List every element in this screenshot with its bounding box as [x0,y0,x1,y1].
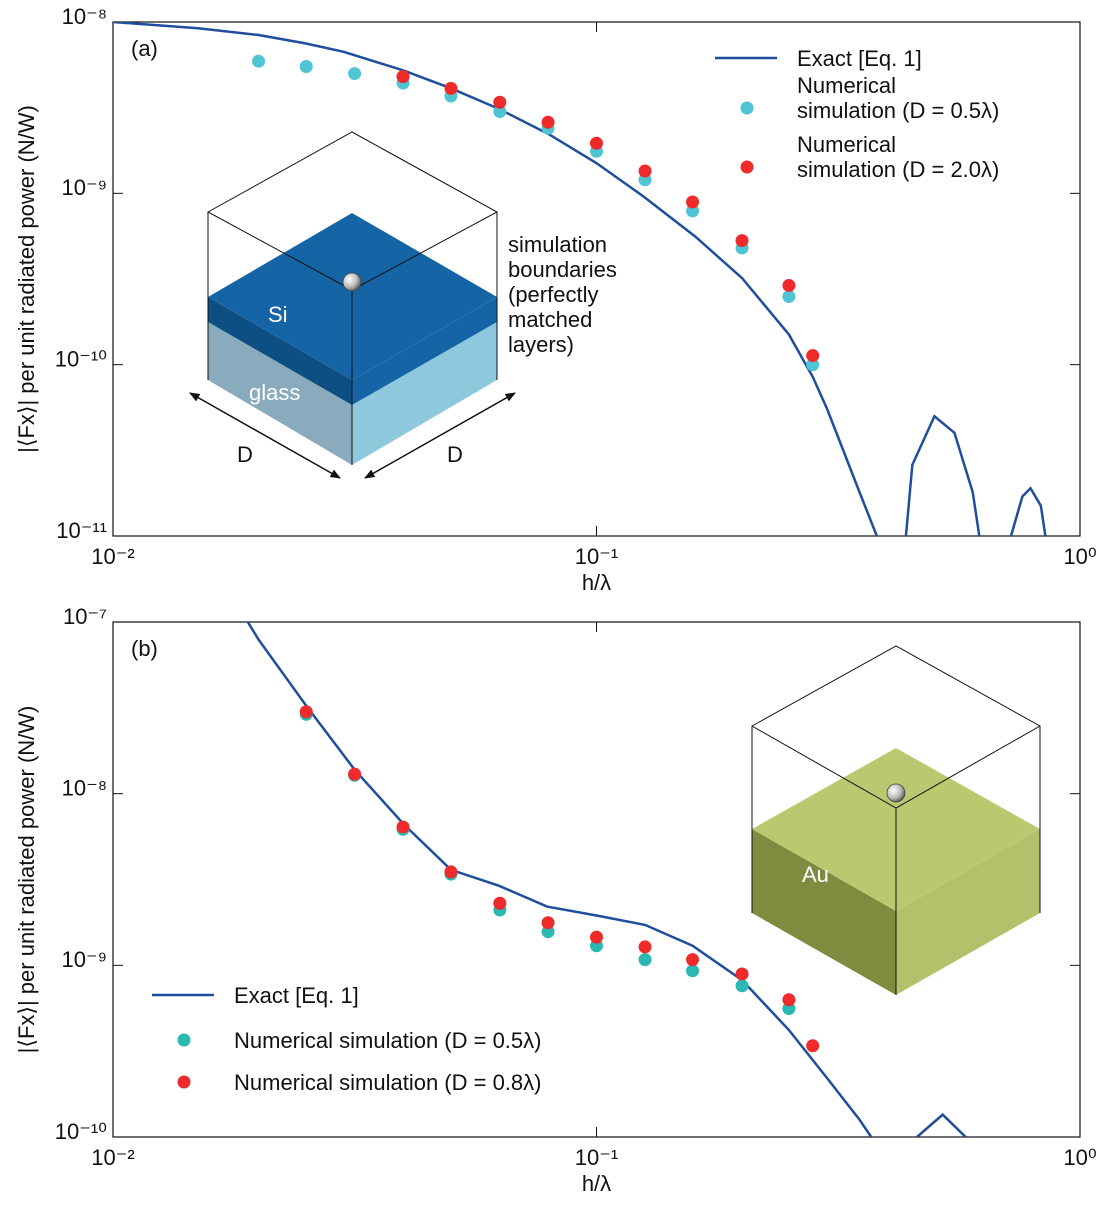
si-right [352,297,497,405]
x-tick-label: 10⁻² [91,544,134,569]
legend-swatch [177,1033,191,1047]
sim-point [396,70,410,84]
si-left [208,297,352,405]
sim-point [348,767,362,781]
sim-point [735,967,749,981]
sim-point [444,865,458,879]
exact-curve [113,22,1047,536]
sim-point [493,105,507,119]
y-tick-label: 10⁻¹¹ [56,518,107,543]
panel-label: (a) [131,36,158,61]
sim-point [735,979,749,993]
x-axis-label: h/λ [582,1171,611,1196]
y-tick-label: 10⁻⁸ [62,4,107,29]
sim-point [493,896,507,910]
legend-label: Exact [Eq. 1] [797,45,922,71]
y-tick-label: 10⁻⁹ [61,175,107,200]
x-tick-label: 10⁻¹ [575,1145,618,1170]
au-left [752,829,896,995]
sim-point [638,164,652,178]
sim-point [299,59,313,73]
sim-point [348,67,362,81]
wireframe [750,645,1042,995]
x-tick-label: 10⁻¹ [575,544,618,569]
sim-point [686,964,700,978]
arrow [364,392,516,479]
arrow [189,392,341,479]
y-axis-label: |⟨Fx⟩| per unit radiated power (N/W) [14,706,39,1054]
x-tick-label: 10⁻² [91,1145,134,1170]
annotation: glass [249,380,301,405]
y-tick-label: 10⁻¹⁰ [55,1119,107,1144]
sim-point [493,95,507,109]
inset-a [189,131,516,479]
particle [342,272,362,292]
annotation: D [447,442,463,467]
y-tick-label: 10⁻¹⁰ [55,346,107,371]
sim-point [686,195,700,209]
sim-point [252,54,266,68]
sim-point [638,953,652,967]
sim-point [541,115,555,129]
sim-point [782,278,796,292]
sim-point [299,705,313,719]
x-tick-label: 10⁰ [1063,1145,1096,1170]
y-axis-label: |⟨Fx⟩| per unit radiated power (N/W) [14,105,39,453]
particle [886,783,906,803]
sim-point [590,136,603,150]
legend-swatch [177,1075,191,1089]
sim-point [541,925,555,939]
legend-swatch [740,101,754,115]
sim-point [686,953,700,967]
sim-point [735,234,749,248]
y-tick-label: 10⁻⁸ [62,775,107,800]
sim-point [782,993,796,1007]
legend-label: Numerical simulation (D = 0.5λ) [234,1027,542,1053]
y-tick-label: 10⁻⁷ [63,604,107,629]
sim-point [638,940,652,954]
sim-point [444,81,458,95]
inset-b [750,645,1042,995]
sim-point [806,349,820,363]
annotation: Au [802,862,829,887]
sim-point [806,358,820,372]
exact-curve [246,622,967,1137]
legend-swatch [740,160,754,174]
y-tick-label: 10⁻⁹ [61,947,107,972]
legend-label: Numerical simulation (D = 2.0λ) [797,132,1000,182]
annotation: Si [268,302,288,327]
annotation: D [237,442,253,467]
x-tick-label: 10⁰ [1063,544,1096,569]
legend-label: Exact [Eq. 1] [234,982,359,1008]
panel-label: (b) [131,636,158,661]
legend-label: Numerical simulation (D = 0.8λ) [234,1069,542,1095]
wireframe [206,131,499,465]
sim-point [782,289,796,303]
sim-point [590,930,603,944]
sim-point [806,1039,820,1053]
x-axis-label: h/λ [582,570,611,595]
legend-label: Numerical simulation (D = 0.5λ) [797,73,1000,123]
au-right [896,829,1040,995]
sim-point [541,916,555,930]
annotation: simulation boundaries (perfectly matched… [508,232,617,357]
sim-point [396,820,410,834]
